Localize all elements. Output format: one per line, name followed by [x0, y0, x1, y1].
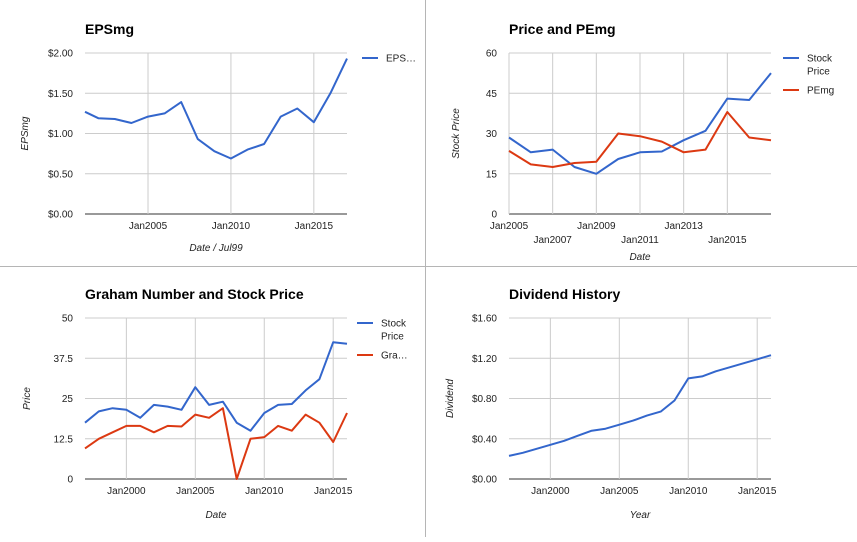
- x-tick-label: Jan2009: [577, 221, 616, 232]
- legend-label: Gra…: [381, 351, 408, 362]
- y-tick-label: 60: [486, 49, 498, 60]
- x-tick-label: Jan2005: [129, 221, 168, 232]
- x-tick-label: Jan2015: [314, 486, 353, 497]
- chart-title: Dividend History: [509, 286, 620, 302]
- vertical-divider: [425, 0, 426, 537]
- y-tick-label: 30: [486, 129, 498, 140]
- y-tick-label: $0.00: [48, 210, 73, 221]
- legend-label: PEmg: [807, 86, 834, 97]
- price-pe-chart: Price and PEmg 0 15 30 45 60 Jan2005 Jan2007 Jan…: [451, 21, 834, 263]
- y-tick-label: 0: [67, 475, 73, 486]
- x-axis-title: Year: [630, 510, 651, 521]
- legend-label: Stock Price: [807, 54, 833, 78]
- series-line: [84, 407, 348, 480]
- y-tick-label: $2.00: [48, 49, 73, 60]
- dividend-chart-panel: Dividend History $0.00 $0.40 $0.80 $1.20 $1.6…: [426, 267, 857, 537]
- eps-chart-panel: EPSmg $0.00 $0.50 $1.00 $1.50 $2.00 Jan2005 Jan…: [0, 0, 425, 266]
- graham-chart: Graham Number and Stock Price 0 12.5 25 37.5…: [22, 286, 408, 521]
- y-tick-label: 0: [491, 210, 497, 221]
- legend-label: EPS…: [386, 54, 416, 65]
- y-axis-title: Stock Price: [451, 108, 462, 159]
- chart-title: Graham Number and Stock Price: [85, 286, 304, 302]
- graham-chart-panel: Graham Number and Stock Price 0 12.5 25 37.5…: [0, 267, 425, 537]
- x-tick-label: Jan2000: [531, 486, 570, 497]
- x-tick-label: Jan2007: [533, 235, 572, 246]
- y-tick-label: $1.50: [48, 89, 73, 100]
- y-tick-label: 45: [486, 89, 498, 100]
- series-line: [84, 58, 348, 160]
- legend-label: Stock Price: [381, 319, 407, 343]
- x-tick-label: Jan2013: [664, 221, 703, 232]
- y-tick-label: $0.80: [472, 394, 497, 405]
- chart-title: EPSmg: [85, 21, 134, 37]
- y-axis-title: Price: [22, 387, 33, 410]
- y-tick-label: 50: [62, 314, 74, 325]
- x-tick-label: Jan2015: [738, 486, 777, 497]
- y-axis-title: Dividend: [445, 379, 456, 418]
- y-tick-label: 12.5: [54, 434, 74, 445]
- x-tick-label: Jan2005: [176, 486, 215, 497]
- eps-chart: EPSmg $0.00 $0.50 $1.00 $1.50 $2.00 Jan2005 Jan…: [20, 21, 416, 254]
- y-tick-label: 15: [486, 169, 498, 180]
- x-tick-label: Jan2010: [669, 486, 708, 497]
- series-line: [508, 354, 772, 457]
- price-pe-chart-panel: Price and PEmg 0 15 30 45 60 Jan2005 Jan2007 Jan…: [426, 0, 857, 266]
- horizontal-divider: [0, 266, 857, 267]
- series-line: [84, 341, 348, 432]
- y-tick-label: 25: [62, 394, 74, 405]
- x-tick-label: Jan2011: [621, 235, 659, 246]
- x-tick-label: Jan2000: [107, 486, 146, 497]
- x-tick-label: Jan2015: [295, 221, 334, 232]
- y-tick-label: $0.40: [472, 434, 497, 445]
- x-tick-label: Jan2005: [490, 221, 529, 232]
- series-line: [508, 111, 772, 168]
- x-tick-label: Jan2010: [212, 221, 251, 232]
- y-tick-label: 37.5: [54, 354, 74, 365]
- x-tick-label: Jan2015: [708, 235, 747, 246]
- x-axis-title: Date: [629, 252, 651, 263]
- x-tick-label: Jan2010: [245, 486, 284, 497]
- y-tick-label: $0.00: [472, 475, 497, 486]
- series-line: [508, 72, 772, 175]
- chart-title: Price and PEmg: [509, 21, 616, 37]
- y-tick-label: $1.60: [472, 314, 497, 325]
- x-tick-label: Jan2005: [600, 486, 639, 497]
- dividend-chart: Dividend History $0.00 $0.40 $0.80 $1.20 $1.6…: [445, 286, 777, 521]
- x-axis-title: Date / Jul99: [189, 243, 243, 254]
- y-tick-label: $1.20: [472, 354, 497, 365]
- x-axis-title: Date: [205, 510, 227, 521]
- y-axis-title: EPSmg: [20, 116, 31, 150]
- y-tick-label: $0.50: [48, 169, 73, 180]
- y-tick-label: $1.00: [48, 129, 73, 140]
